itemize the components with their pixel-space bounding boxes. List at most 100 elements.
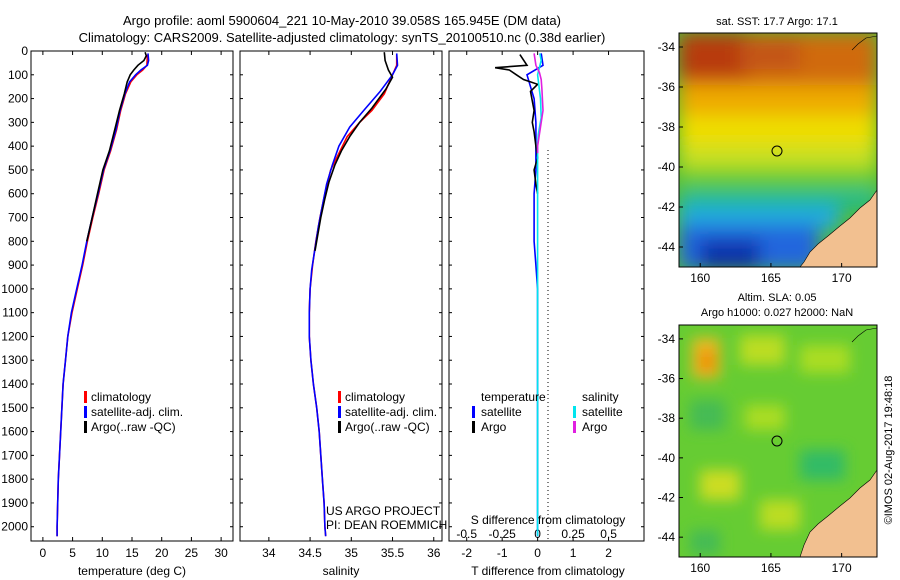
x-tick-label: 25 (185, 546, 199, 560)
legend-label-climatology: climatology (345, 390, 405, 404)
legend-label-s-argo: Argo (582, 420, 608, 434)
imos-credit: ©IMOS 02-Aug-2017 19:48:18 (883, 376, 895, 525)
difference-plot-area (448, 50, 645, 542)
series-line-3 (533, 53, 544, 154)
legend-label-climatology: climatology (91, 390, 151, 404)
x-tick-label: 34.5 (298, 546, 322, 560)
x-tick-label: 15 (125, 546, 139, 560)
depth-axis: 0 100 200 300 400 500 600 700 800 900 1000 1100 1200… (1, 44, 644, 534)
legend-swatch-climatology (338, 391, 341, 403)
depth-tick-label: 1900 (1, 496, 28, 510)
legend-swatch-s-satellite (573, 406, 576, 418)
map-y-tick-label: -44 (658, 240, 676, 254)
sla-map: Altim. SLA: 0.05 Argo h1000: 0.027 h2000… (658, 292, 878, 575)
x-tick-label-top: 0.5 (600, 527, 617, 541)
legend-label-t-argo: Argo (481, 420, 507, 434)
depth-tick-label: 1300 (1, 353, 28, 367)
sla-heatmap (679, 325, 877, 557)
sla-map-subtitle: Argo h1000: 0.027 h2000: NaN (701, 307, 853, 319)
salinity-difference-label: S difference from climatology (471, 513, 626, 527)
temperature-x-label: temperature (deg C) (78, 564, 186, 578)
sst-map: sat. SST: 17.7 Argo: 17.1 160 16 (658, 16, 878, 285)
map-y-tick-label: -36 (658, 80, 676, 94)
series-line-2 (314, 52, 394, 251)
x-tick-label-top: -0.5 (456, 527, 477, 541)
x-tick-label: -2 (461, 546, 472, 560)
depth-tick-label: 1100 (2, 306, 28, 320)
temperature-series (56, 51, 150, 537)
salinity-panel: 34 34.5 35 35.5 36 climatology satellite-adj… (239, 50, 447, 578)
depth-tick-label: 500 (8, 163, 28, 177)
map-x-tick-label: 165 (761, 561, 781, 575)
series-line-0 (308, 54, 398, 537)
x-tick-label-top: -0.25 (489, 527, 517, 541)
depth-tick-label: 700 (8, 211, 28, 225)
map-x-tick-label: 165 (761, 271, 781, 285)
depth-tick-label: 800 (8, 234, 28, 248)
series-line-1 (56, 53, 150, 537)
argo-float-marker (771, 145, 783, 157)
x-tick-label: 34 (262, 546, 276, 560)
x-tick-label: -1 (497, 546, 508, 560)
map-x-tick-label: 160 (690, 271, 710, 285)
map-y-tick-label: -42 (658, 491, 676, 505)
map-y-tick-label: -38 (658, 411, 676, 425)
depth-tick-label: 1600 (1, 425, 28, 439)
depth-tick-label: 1800 (1, 472, 28, 486)
legend-swatch-argo (84, 421, 87, 433)
sla-map-frame (678, 324, 878, 558)
series-line-1 (308, 53, 399, 537)
map-y-tick-label: -40 (658, 451, 676, 465)
legend-header-salinity: salinity (582, 390, 619, 404)
map-y-tick-label: -44 (658, 530, 676, 544)
series-line-0 (56, 54, 149, 537)
x-tick-label: 20 (155, 546, 169, 560)
temperature-difference-label: T difference from climatology (471, 564, 625, 578)
difference-panel: -2 -1 0 1 2-0.5 -0.25 0 0.25 0.5 temperature sal… (448, 50, 645, 578)
figure-title-line1: Argo profile: aoml 5900604_221 10-May-20… (123, 13, 561, 28)
depth-tick-label: 100 (8, 68, 28, 82)
sla-map-axes: 160 165 170 -34 -36 -38 -40 -42 -44 (658, 332, 852, 575)
sst-heatmap (679, 33, 877, 267)
depth-tick-label: 300 (8, 115, 28, 129)
depth-tick-label: 0 (21, 44, 28, 58)
project-annotation: US ARGO PROJECT (326, 504, 441, 518)
map-x-tick-label: 160 (690, 561, 710, 575)
depth-tick-label: 1400 (1, 377, 28, 391)
temperature-x-axis: 0 5 10 15 20 25 30 (40, 51, 228, 560)
legend-label-s-satellite: satellite (582, 405, 623, 419)
legend-swatch-climatology (84, 391, 87, 403)
figure-title-line2: Climatology: CARS2009. Satellite-adjuste… (79, 30, 606, 45)
x-tick-label: 10 (96, 546, 110, 560)
legend-swatch-satellite (84, 406, 87, 418)
legend-label-satellite: satellite-adj. clim. (345, 405, 437, 419)
legend-header-temperature: temperature (481, 390, 546, 404)
legend-swatch-t-argo (472, 421, 475, 433)
depth-tick-label: 600 (8, 187, 28, 201)
depth-tick-label: 400 (8, 139, 28, 153)
x-tick-label: 5 (69, 546, 76, 560)
sst-map-title: sat. SST: 17.7 Argo: 17.1 (716, 16, 838, 28)
legend-swatch-s-argo (573, 421, 576, 433)
salinity-series (308, 52, 399, 537)
legend-label-t-satellite: satellite (481, 405, 522, 419)
map-y-tick-label: -42 (658, 200, 676, 214)
temperature-panel: 0100200300400500600700800900100011001200… (1, 44, 644, 578)
depth-tick-label: 1200 (1, 329, 28, 343)
sla-map-title: Altim. SLA: 0.05 (738, 292, 817, 304)
map-y-tick-label: -38 (658, 120, 676, 134)
legend-label-argo: Argo(..raw -QC) (91, 420, 176, 434)
depth-tick-label: 1500 (1, 401, 28, 415)
legend-swatch-satellite (338, 406, 341, 418)
depth-tick-label: 1700 (1, 448, 28, 462)
map-y-tick-label: -40 (658, 160, 676, 174)
x-tick-label: 35.5 (381, 546, 405, 560)
difference-series (494, 53, 544, 537)
salinity-x-label: salinity (323, 564, 360, 578)
sst-map-axes: 160 165 170 -34 -36 -38 -40 -42 -44 (658, 40, 852, 285)
x-tick-label: 36 (427, 546, 441, 560)
series-line-2 (86, 51, 148, 242)
x-tick-label: 2 (605, 546, 612, 560)
argo-float-marker (771, 435, 783, 447)
